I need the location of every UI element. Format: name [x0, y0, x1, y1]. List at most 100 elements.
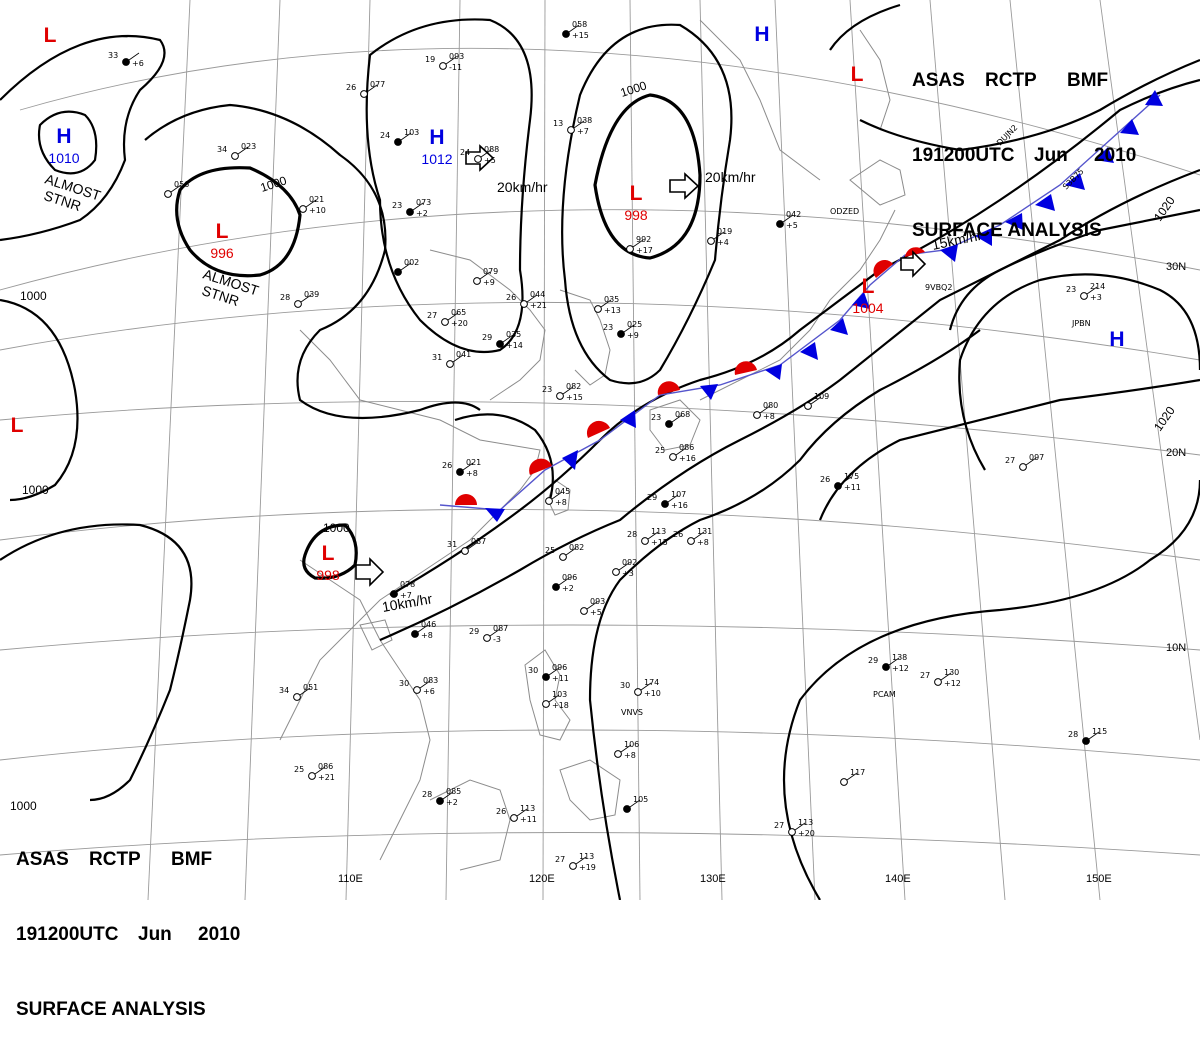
station-circle: [473, 277, 481, 285]
station-plot: 058+15: [562, 20, 589, 40]
station-plot: 056: [164, 180, 189, 198]
station-pressure-change: +12: [892, 664, 909, 673]
station-plot: 25 082: [545, 543, 584, 561]
parallel-40n: [19, 47, 1200, 176]
cold-front-triangle: [700, 384, 718, 400]
wind-barb: [1025, 457, 1037, 466]
station-pressure-change: +15: [572, 31, 589, 40]
station-temperature: 23: [1066, 285, 1076, 294]
station-pressure: 113: [651, 527, 666, 536]
station-temperature: 34: [217, 145, 227, 154]
station-pressure: 082: [569, 543, 584, 552]
wind-barb: [237, 146, 249, 155]
motion-speed-label: 20km/hr: [497, 179, 548, 195]
station-temperature: 30: [399, 679, 409, 688]
station-plot: 25 086 +21: [294, 762, 335, 782]
wind-barb: [629, 799, 641, 808]
isobar-1010-outer-loop: [782, 479, 1200, 900]
station-plot: 34 023: [217, 142, 256, 160]
cold-front-triangle: [485, 508, 505, 522]
station-plot: 096+2: [552, 573, 577, 593]
meridian-155e: [1099, 0, 1200, 741]
station-plot: 019+4: [707, 227, 732, 247]
station-plot: 34 051: [279, 683, 318, 701]
station-pressure-change: +8: [466, 469, 478, 478]
station-pressure-change: +6: [132, 59, 144, 68]
center-pressure: 1010: [48, 150, 79, 166]
station-code: 9VBQ2: [925, 283, 952, 292]
latitude-label: 30N: [1166, 261, 1186, 273]
cold-front-triangle: [975, 228, 992, 246]
station-pressure-change: +10: [309, 206, 326, 215]
wind-barb: [846, 772, 858, 781]
station-temperature: 26: [820, 475, 830, 484]
station-pressure: 083: [423, 676, 438, 685]
station-plot: 26 044 +21: [506, 290, 547, 310]
parallel-5n: [0, 729, 1200, 761]
cold-front-triangle: [1095, 147, 1114, 163]
station-circle: [545, 497, 553, 505]
wind-barb: [462, 462, 474, 471]
wind-barb: [467, 541, 479, 550]
station-circle: [439, 62, 447, 70]
station-temperature: 29: [482, 333, 492, 342]
high-pressure-center: H 1012: [421, 126, 452, 167]
wind-barb: [573, 120, 585, 129]
station-plot: 29 087 -3: [469, 624, 508, 644]
station-plot: 23 082 +15: [542, 382, 583, 402]
station-pressure: 214: [1090, 282, 1105, 291]
station-plot: 093+5: [580, 597, 605, 617]
header-code: BMF: [1067, 70, 1109, 91]
station-circle: [360, 90, 368, 98]
station-plot: 26 175 +11: [820, 472, 861, 492]
map-background: [0, 0, 1200, 900]
station-circle: [299, 205, 307, 213]
station-pressure: 113: [798, 818, 813, 827]
station-circle: [293, 693, 301, 701]
station-temperature: 26: [442, 461, 452, 470]
station-plot: 31 041: [432, 350, 471, 368]
header-year: 2010: [1094, 145, 1137, 166]
station-pressure-change: +18: [552, 701, 569, 710]
warm-front-bump: [586, 420, 610, 438]
coast-hainan: [359, 619, 393, 651]
station-plot: 23 073 +2: [392, 198, 431, 218]
isobar-label: 1000: [323, 521, 350, 535]
meridian-105e: [244, 0, 281, 900]
wind-barb: [759, 405, 771, 414]
coastline: [279, 19, 906, 871]
warm-front-bump: [905, 247, 925, 257]
station-pressure: 068: [675, 410, 690, 419]
center-pressure: 1004: [852, 300, 883, 316]
isobar-label: 1000: [10, 799, 37, 813]
station-pressure-change: +8: [624, 751, 636, 760]
station-circle: [753, 411, 761, 419]
coast-indochina: [299, 559, 431, 861]
isobar-label: 1000: [20, 289, 47, 303]
coast-kyushu: [649, 399, 701, 451]
station-plot: 30 096 +11: [528, 663, 569, 683]
header-station: RCTP: [89, 849, 141, 870]
station-pressure: 037: [471, 537, 486, 546]
latitude-labels: 30N 20N 10N: [1166, 261, 1186, 654]
station-pressure: 044: [530, 290, 545, 299]
station-pressure-change: +8: [421, 631, 433, 640]
center-pressure: 998: [316, 567, 340, 583]
station-circle: [122, 58, 130, 66]
station-pressure: 113: [520, 804, 535, 813]
station-pressure-change: +20: [451, 319, 468, 328]
wind-barb: [586, 601, 598, 610]
station-circle: [569, 862, 577, 870]
station-pressure-change: +8: [555, 498, 567, 507]
station-temperature: 29: [868, 656, 878, 665]
station-plot: 27 113 +19: [555, 852, 596, 872]
low-pressure-center: L 998: [316, 542, 340, 583]
station-plot: 992+17: [626, 235, 653, 255]
chart-header-bottom: ASAS RCTP BMF 191200UTC Jun 2010 SURFACE ANA…: [16, 797, 240, 1047]
station-pressure: 051: [303, 683, 318, 692]
wind-barb: [647, 531, 659, 540]
station-pressure: 041: [456, 350, 471, 359]
warm-front-bump: [734, 361, 757, 375]
station-temperature: 23: [651, 413, 661, 422]
center-symbol: L: [11, 414, 24, 437]
